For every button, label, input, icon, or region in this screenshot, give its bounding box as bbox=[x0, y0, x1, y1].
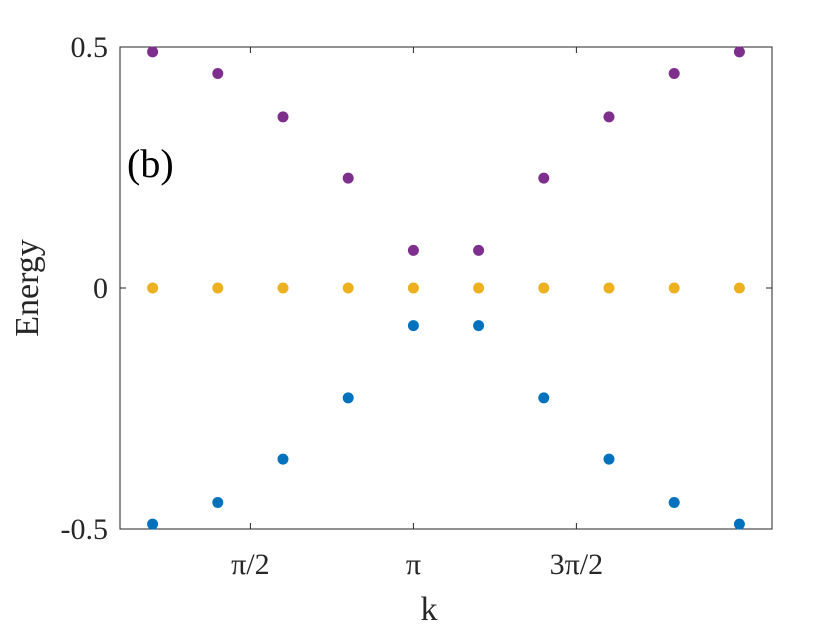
y-tick-label: 0.5 bbox=[71, 31, 109, 64]
axis-ticks bbox=[120, 46, 772, 530]
data-point bbox=[473, 282, 485, 294]
data-point bbox=[407, 320, 419, 332]
data-point bbox=[147, 518, 159, 530]
data-point bbox=[342, 172, 354, 184]
data-point bbox=[342, 392, 354, 404]
data-point bbox=[733, 282, 745, 294]
data-point bbox=[538, 172, 550, 184]
data-point bbox=[603, 111, 615, 123]
data-point bbox=[277, 111, 289, 123]
y-tick-label: 0 bbox=[93, 272, 108, 305]
data-point bbox=[733, 46, 745, 58]
x-tick-label: π/2 bbox=[231, 548, 269, 581]
data-point bbox=[603, 282, 615, 294]
x-axis-label: k bbox=[421, 591, 438, 628]
data-points bbox=[147, 46, 745, 530]
x-tick-label: 3π/2 bbox=[550, 548, 603, 581]
data-point bbox=[538, 392, 550, 404]
data-point bbox=[212, 496, 224, 508]
data-point bbox=[212, 282, 224, 294]
data-point bbox=[473, 320, 485, 332]
tick-labels: π/2 π 3π/2 -0.5 0 0.5 bbox=[61, 31, 604, 581]
data-point bbox=[407, 244, 419, 256]
data-point bbox=[473, 244, 485, 256]
data-point bbox=[147, 282, 159, 294]
data-point bbox=[147, 46, 159, 58]
y-tick-label: -0.5 bbox=[61, 513, 109, 546]
data-point bbox=[538, 282, 550, 294]
data-point bbox=[342, 282, 354, 294]
data-point bbox=[212, 68, 224, 80]
y-axis-label: Energy bbox=[9, 239, 46, 337]
data-point bbox=[668, 496, 680, 508]
data-point bbox=[668, 68, 680, 80]
data-point bbox=[277, 282, 289, 294]
data-point bbox=[733, 518, 745, 530]
data-point bbox=[603, 453, 615, 465]
data-point bbox=[407, 282, 419, 294]
panel-label: (b) bbox=[127, 141, 174, 186]
x-tick-label: π bbox=[406, 548, 421, 581]
data-point bbox=[277, 453, 289, 465]
plot-area bbox=[119, 46, 773, 530]
data-point bbox=[668, 282, 680, 294]
